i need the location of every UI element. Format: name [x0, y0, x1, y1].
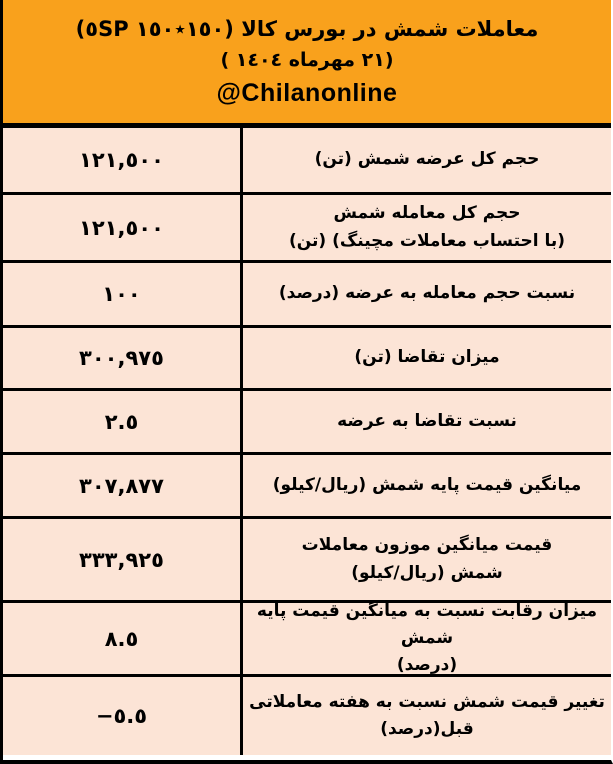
table-row-weighted-avg-price: ٣٣٣,٩٢٥ قیمت میانگین موزون معاملات شمش (… — [3, 519, 611, 603]
value-cell: ٣٠٠,٩٧٥ — [3, 328, 243, 388]
label-cell: حجم کل معامله شمش (با احتساب معاملات مچی… — [288, 203, 566, 251]
label-cell: میزان رقابت نسبت به میانگین قیمت پایه شم… — [256, 600, 598, 676]
value-cell: ٣٣٣,٩٢٥ — [3, 519, 243, 600]
header: معاملات شمش در بورس کالا (٥SP ١٥٠٭١٥٠) (… — [3, 0, 611, 128]
label-cell: میانگین قیمت پایه شمش (ریال/کیلو) — [272, 474, 582, 495]
table-row-supply-volume: ١٢١,٥٠٠ حجم کل عرضه شمش (تن) — [3, 128, 611, 195]
table-row-trade-to-supply-ratio: ١٠٠ نسبت حجم معامله به عرضه (درصد) — [3, 263, 611, 328]
value-cell: ٢.٥ — [3, 391, 243, 452]
page-title: معاملات شمش در بورس کالا (٥SP ١٥٠٭١٥٠) — [76, 17, 539, 42]
table-row-weekly-price-change: −٥.٥ تغییر قیمت شمش نسبت به هفته معاملات… — [3, 677, 611, 755]
label-cell: حجم کل عرضه شمش (تن) — [314, 149, 540, 170]
title-spec: (٥SP ١٥٠٭١٥٠) — [75, 17, 234, 41]
value-cell: ١٠٠ — [3, 263, 243, 325]
value-cell: ٣٠٧,٨٧٧ — [3, 455, 243, 516]
title-main: معاملات شمش در بورس کالا — [241, 17, 539, 41]
value-cell: ١٢١,٥٠٠ — [3, 128, 243, 192]
table-row-demand-volume: ٣٠٠,٩٧٥ میزان تقاضا (تن) — [3, 328, 611, 391]
table-row-demand-to-supply-ratio: ٢.٥ نسبت تقاضا به عرضه — [3, 391, 611, 455]
table-row-trade-volume: ١٢١,٥٠٠ حجم کل معامله شمش (با احتساب معا… — [3, 195, 611, 263]
label-cell: تغییر قیمت شمش نسبت به هفته معاملاتی قبل… — [249, 691, 605, 739]
label-cell: قیمت میانگین موزون معاملات شمش (ریال/کیل… — [301, 535, 553, 583]
value-cell: ١٢١,٥٠٠ — [3, 195, 243, 260]
table-row-avg-base-price: ٣٠٧,٨٧٧ میانگین قیمت پایه شمش (ریال/کیلو… — [3, 455, 611, 519]
label-cell: نسبت تقاضا به عرضه — [337, 410, 517, 431]
label-cell: نسبت حجم معامله به عرضه (درصد) — [278, 283, 576, 304]
value-cell: ٨.٥ — [3, 603, 243, 674]
table-row-competition-rate: ٨.٥ میزان رقابت نسبت به میانگین قیمت پای… — [3, 600, 611, 677]
label-cell: میزان تقاضا (تن) — [354, 347, 500, 368]
date-line: (٢١ مهرماه ١٤٠٤ ) — [220, 49, 394, 72]
data-table: ١٢١,٥٠٠ حجم کل عرضه شمش (تن) ١٢١,٥٠٠ حجم… — [3, 128, 611, 755]
value-cell: −٥.٥ — [3, 677, 243, 755]
channel-handle: @Chilanonline — [216, 78, 398, 107]
